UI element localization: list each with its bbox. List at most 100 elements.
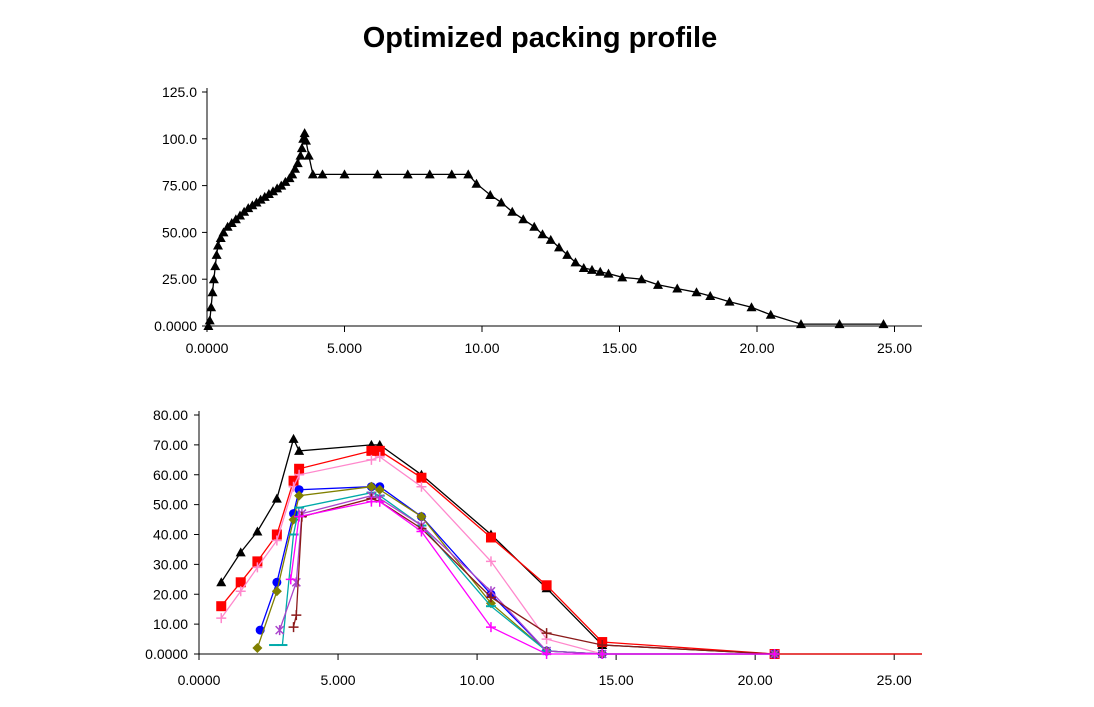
data-point [211, 249, 222, 259]
series-line [220, 450, 922, 655]
x-tick-label: 15.00 [599, 672, 634, 688]
series-line [274, 492, 775, 655]
data-point [216, 601, 227, 612]
data-point [275, 625, 285, 636]
data-point [366, 496, 377, 507]
data-point [578, 262, 589, 272]
y-tick-label: 40.00 [153, 527, 188, 543]
y-tick-label: 60.00 [153, 467, 188, 483]
data-point [294, 485, 304, 495]
y-tick-label: 80.00 [153, 407, 188, 423]
data-point [562, 249, 573, 259]
data-point [416, 481, 427, 492]
data-point [636, 274, 647, 284]
data-point [374, 451, 385, 462]
data-point [218, 227, 229, 237]
data-point [541, 649, 552, 659]
data-point [691, 287, 702, 297]
data-point [374, 496, 385, 507]
data-point [207, 287, 218, 297]
data-point [296, 143, 307, 153]
data-point [263, 189, 274, 199]
data-point [485, 532, 496, 543]
data-point [291, 610, 302, 621]
data-point [294, 445, 305, 455]
data-point [446, 169, 457, 179]
data-point [374, 484, 385, 495]
data-point [597, 640, 608, 651]
series-line [220, 437, 922, 655]
data-point [243, 203, 254, 213]
data-point [294, 511, 305, 522]
data-point [271, 529, 282, 540]
series-2 [216, 445, 922, 659]
data-point [301, 135, 311, 145]
data-point [235, 547, 246, 557]
data-point [303, 150, 314, 160]
x-tick-label: 20.00 [739, 340, 774, 356]
data-point [268, 186, 278, 196]
x-tick-label: 25.00 [877, 672, 912, 688]
data-point [765, 309, 776, 319]
series-line [290, 500, 775, 655]
y-tick-label: 30.00 [153, 556, 188, 572]
data-point [541, 580, 552, 591]
data-point [247, 200, 258, 210]
data-point [251, 197, 262, 207]
data-point [653, 279, 663, 289]
x-tick-label: 5.000 [327, 340, 362, 356]
chart-panel-1: 0.0000 5.000 10.00 15.00 20.00 25.00 0.0000 25.… [154, 84, 922, 356]
data-point [724, 296, 735, 306]
y-tick-label: 70.00 [153, 437, 188, 453]
data-point [485, 189, 496, 199]
data-point [285, 574, 296, 585]
data-point [485, 622, 496, 633]
data-point [292, 158, 303, 168]
data-point [705, 291, 716, 301]
x-tick-label: 0.0000 [186, 340, 229, 356]
data-point [307, 169, 318, 179]
data-point [206, 302, 217, 312]
data-point [416, 526, 427, 537]
series-line [220, 456, 775, 655]
data-point [485, 556, 496, 567]
y-tick-label: 125.0 [162, 84, 197, 100]
data-point [402, 169, 413, 179]
data-point [271, 493, 282, 503]
y-tick-label: 0.0000 [154, 318, 197, 334]
x-tick-label: 10.00 [464, 340, 499, 356]
data-point [213, 240, 223, 250]
data-point [372, 169, 383, 179]
series-1 [216, 433, 922, 658]
data-point [216, 613, 227, 624]
data-point [295, 150, 306, 160]
data-point [252, 562, 263, 573]
data-point [496, 197, 507, 207]
data-point [545, 234, 556, 244]
series-line [207, 133, 884, 327]
data-point [463, 169, 474, 179]
data-point [290, 163, 300, 173]
data-point [554, 242, 564, 252]
data-point [424, 169, 435, 179]
y-tick-label: 0.0000 [145, 646, 188, 662]
data-point [215, 233, 226, 243]
data-point [271, 535, 282, 546]
data-point [255, 194, 266, 204]
data-point [294, 469, 305, 480]
data-point [366, 454, 377, 465]
data-point [294, 490, 305, 501]
data-point [208, 274, 219, 284]
data-point [294, 463, 305, 474]
data-point [203, 321, 214, 330]
data-point [288, 475, 299, 486]
data-point [672, 283, 683, 293]
data-point [518, 214, 529, 224]
data-point [595, 266, 606, 276]
data-point [317, 169, 328, 179]
data-point [471, 178, 482, 188]
data-point [570, 257, 581, 267]
data-point [216, 577, 227, 587]
series-6 [269, 491, 780, 655]
